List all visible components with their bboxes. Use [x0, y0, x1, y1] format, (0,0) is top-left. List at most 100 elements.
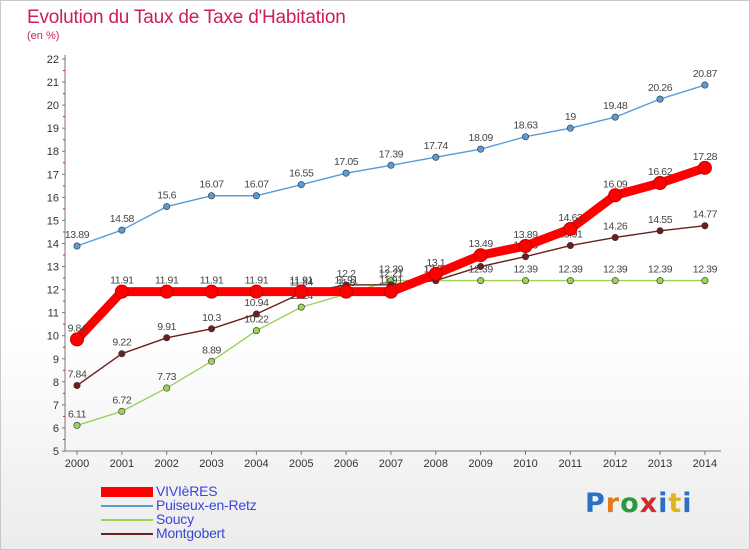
- data-point-puiseux-en-retz: [342, 169, 350, 177]
- data-point-montgobert: [656, 227, 664, 235]
- data-label-montgobert: 10.94: [244, 297, 269, 309]
- data-label-soucy: 12.39: [513, 264, 538, 276]
- data-point-vivi-res: [608, 188, 623, 203]
- data-point-soucy: [208, 357, 216, 365]
- data-point-montgobert: [566, 242, 574, 250]
- y-tick-label: 22: [47, 54, 59, 66]
- y-tick-label: 14: [47, 238, 59, 250]
- data-label-soucy: 6.11: [68, 408, 87, 420]
- x-tick-label: 2005: [289, 458, 313, 470]
- x-tick-label: 2004: [244, 458, 268, 470]
- data-label-soucy: 12.39: [603, 264, 628, 276]
- y-tick-label: 20: [47, 100, 59, 112]
- y-tick-label: 17: [47, 169, 59, 181]
- y-tick-label: 15: [47, 215, 59, 227]
- data-point-puiseux-en-retz: [432, 153, 440, 161]
- data-point-vivi-res: [697, 160, 712, 175]
- legend-label-puiseux-en-retz: Puiseux-en-Retz: [156, 497, 257, 513]
- data-label-puiseux-en-retz: 17.74: [424, 140, 449, 152]
- data-label-montgobert: 9.91: [157, 321, 176, 333]
- chart-unit-label: (en %): [27, 30, 60, 42]
- data-point-soucy: [163, 384, 171, 392]
- legend-label-soucy: Soucy: [156, 511, 194, 527]
- data-label-soucy: 8.89: [202, 344, 221, 356]
- legend-label-vivi-res: VIVIèRES: [156, 483, 218, 499]
- y-tick-label: 10: [47, 331, 59, 343]
- data-point-puiseux-en-retz: [73, 242, 81, 250]
- data-point-vivi-res: [339, 284, 354, 299]
- data-label-vivi-res: 11.91: [155, 275, 179, 287]
- data-point-montgobert: [521, 253, 529, 261]
- y-tick-label: 16: [47, 192, 59, 204]
- data-point-montgobert: [208, 325, 216, 333]
- legend-swatch-soucy: [101, 519, 153, 521]
- x-tick-label: 2001: [110, 458, 134, 470]
- data-point-vivi-res: [159, 284, 174, 299]
- data-label-vivi-res: 11.91: [200, 275, 224, 287]
- x-tick-label: 2008: [424, 458, 448, 470]
- x-tick-label: 2003: [199, 458, 223, 470]
- data-point-montgobert: [73, 382, 81, 390]
- data-point-montgobert: [701, 222, 709, 230]
- data-label-puiseux-en-retz: 18.09: [469, 132, 494, 144]
- data-point-puiseux-en-retz: [387, 161, 395, 169]
- data-point-vivi-res: [383, 284, 398, 299]
- data-label-vivi-res: 16.62: [648, 166, 673, 178]
- data-label-soucy: 12.39: [648, 264, 673, 276]
- data-point-montgobert: [252, 310, 260, 318]
- data-point-montgobert: [477, 263, 485, 271]
- data-label-vivi-res: 11.91: [379, 275, 403, 287]
- data-point-puiseux-en-retz: [701, 81, 709, 89]
- data-label-montgobert: 14.26: [603, 220, 628, 232]
- x-tick-label: 2010: [513, 458, 537, 470]
- legend-label-montgobert: Montgobert: [156, 525, 225, 541]
- data-point-puiseux-en-retz: [297, 181, 305, 189]
- data-label-vivi-res: 11.91: [334, 275, 358, 287]
- data-label-puiseux-en-retz: 17.39: [379, 148, 404, 160]
- legend-swatch-montgobert: [101, 533, 153, 535]
- x-tick-label: 2012: [603, 458, 627, 470]
- x-tick-label: 2009: [468, 458, 492, 470]
- x-tick-label: 2006: [334, 458, 358, 470]
- data-point-soucy: [73, 421, 81, 429]
- data-point-soucy: [252, 327, 260, 335]
- data-point-puiseux-en-retz: [656, 95, 664, 103]
- data-point-soucy: [297, 303, 305, 311]
- y-tick-label: 11: [48, 308, 59, 320]
- y-tick-label: 8: [53, 377, 59, 389]
- line-chart: 5 6 7 8 9 10 11 12 13 14 15 16 17 18 19 20 21 22 2000 2001 2…: [47, 54, 721, 470]
- data-point-vivi-res: [204, 284, 219, 299]
- data-point-puiseux-en-retz: [611, 113, 619, 121]
- data-point-puiseux-en-retz: [252, 192, 260, 200]
- data-label-montgobert: 14.77: [693, 209, 718, 221]
- x-tick-label: 2000: [65, 458, 89, 470]
- data-point-montgobert: [118, 350, 126, 358]
- data-point-vivi-res: [653, 176, 668, 191]
- data-point-vivi-res: [428, 266, 443, 281]
- data-label-soucy: 12.39: [693, 264, 718, 276]
- y-tick-label: 13: [47, 262, 59, 274]
- series-line-montgobert: [76, 225, 706, 387]
- x-tick-label: 2014: [693, 458, 717, 470]
- data-point-vivi-res: [70, 332, 84, 347]
- data-point-puiseux-en-retz: [477, 145, 485, 153]
- data-point-vivi-res: [249, 284, 264, 299]
- y-tick-label: 7: [53, 400, 59, 412]
- data-label-puiseux-en-retz: 13.89: [65, 229, 90, 241]
- data-label-puiseux-en-retz: 20.87: [693, 68, 718, 80]
- data-label-montgobert: 14.55: [648, 214, 673, 226]
- data-label-vivi-res: 9.84: [68, 322, 87, 334]
- data-point-vivi-res: [518, 239, 533, 254]
- data-label-montgobert: 10.3: [202, 312, 221, 324]
- x-tick-label: 2002: [154, 458, 178, 470]
- data-label-vivi-res: 11.91: [245, 275, 269, 287]
- data-label-soucy: 12.39: [558, 264, 583, 276]
- data-point-puiseux-en-retz: [521, 133, 529, 141]
- data-point-soucy: [656, 277, 664, 285]
- data-point-soucy: [118, 407, 126, 415]
- data-point-puiseux-en-retz: [163, 203, 171, 211]
- data-label-montgobert: 12.21: [379, 268, 404, 280]
- legend-swatch-vivi-res: [101, 487, 153, 497]
- data-label-puiseux-en-retz: 15.6: [157, 190, 176, 202]
